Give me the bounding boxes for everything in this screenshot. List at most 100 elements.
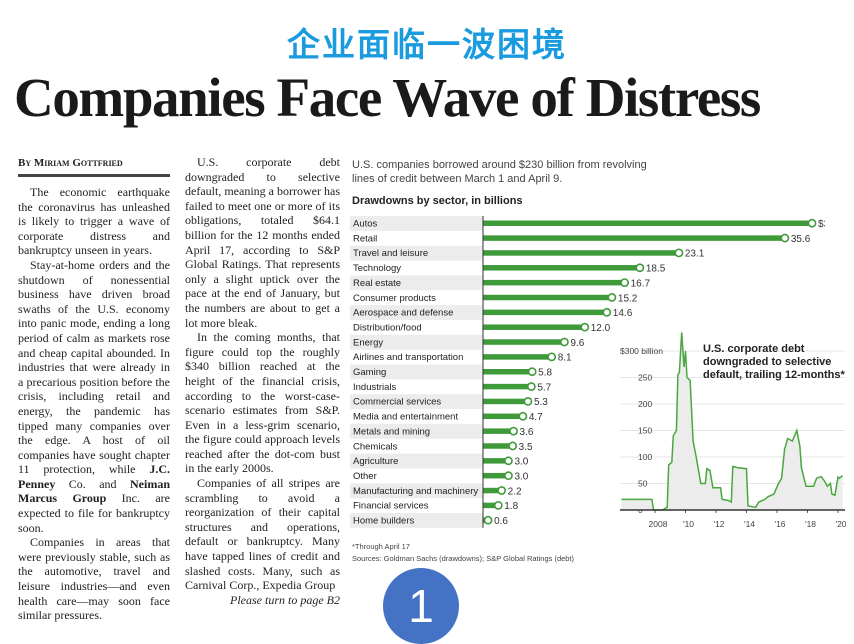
category-label: Airlines and transportation bbox=[353, 352, 463, 363]
text-run: Companies in areas that were previously … bbox=[18, 535, 170, 623]
value-label: 2.2 bbox=[508, 486, 522, 497]
value-label: 3.5 bbox=[519, 442, 533, 453]
category-label: Other bbox=[353, 471, 377, 482]
x-tick-label: '18 bbox=[805, 519, 816, 529]
sources-text: Sources: Goldman Sachs (drawdowns); S&P … bbox=[352, 554, 575, 563]
category-label: Energy bbox=[353, 337, 383, 348]
paragraph: The economic earthquake the coronavirus … bbox=[18, 185, 170, 258]
text-run: Inc. are expected to file for bankruptcy… bbox=[18, 491, 170, 535]
y-tick-label: 250 bbox=[638, 373, 652, 383]
value-label: 18.5 bbox=[646, 264, 666, 275]
category-label: Commercial services bbox=[353, 397, 441, 408]
value-label: 3.6 bbox=[520, 427, 534, 438]
category-label: Financial services bbox=[353, 501, 429, 512]
line-chart-title: U.S. corporate debt downgraded to select… bbox=[703, 343, 845, 381]
bar-end-marker bbox=[602, 307, 612, 317]
value-label: 3.0 bbox=[514, 457, 528, 468]
bar-end-marker bbox=[560, 337, 569, 347]
row-stripe bbox=[350, 483, 483, 499]
bar bbox=[483, 235, 785, 241]
value-label: 35.6 bbox=[791, 234, 811, 245]
value-label: 14.6 bbox=[613, 308, 633, 319]
bar-end-marker bbox=[780, 233, 790, 243]
category-label: Media and entertainment bbox=[353, 412, 458, 423]
value-label: 5.8 bbox=[538, 368, 552, 379]
row-stripe bbox=[350, 423, 483, 439]
row-stripe bbox=[350, 245, 483, 261]
category-label: Consumer products bbox=[353, 293, 436, 304]
bar-end-marker bbox=[674, 248, 684, 258]
row-stripe bbox=[350, 305, 483, 320]
company-name: Neiman Marcus Group bbox=[18, 476, 170, 506]
x-tick-label: '16 bbox=[774, 519, 785, 529]
category-label: Chemicals bbox=[353, 441, 398, 452]
bar-end-marker bbox=[493, 500, 503, 510]
category-label: Travel and leisure bbox=[353, 248, 428, 259]
bar bbox=[483, 458, 509, 464]
chart-footnote: *Through April 17 Sources: Goldman Sachs… bbox=[352, 541, 574, 565]
bar-end-marker bbox=[504, 456, 513, 466]
category-label: Home builders bbox=[353, 516, 414, 527]
value-label: 8.1 bbox=[558, 353, 572, 364]
bar bbox=[483, 250, 679, 256]
bar-end-marker bbox=[580, 322, 590, 332]
row-stripe bbox=[350, 275, 483, 291]
bar bbox=[483, 383, 532, 390]
article-column-2: U.S. corporate debt downgraded to select… bbox=[185, 155, 340, 607]
bar-end-marker bbox=[509, 426, 518, 436]
value-label: 5.3 bbox=[534, 397, 548, 408]
row-stripe bbox=[350, 453, 483, 469]
bar bbox=[483, 487, 502, 494]
number-badge: 1 bbox=[383, 568, 459, 644]
category-label: Retail bbox=[353, 233, 377, 244]
y-tick-label: $300 billion bbox=[620, 346, 663, 356]
text-run: Co. and bbox=[55, 476, 130, 491]
paragraph: Companies of all stripes are scrambling … bbox=[185, 476, 340, 593]
y-tick-label: 50 bbox=[638, 479, 648, 489]
x-tick-label: '14 bbox=[744, 519, 755, 529]
value-label: 12.0 bbox=[591, 323, 611, 334]
line-chart: 050100150200250$300 billion2008'10'12'14… bbox=[620, 332, 847, 529]
category-label: Distribution/food bbox=[353, 322, 422, 333]
value-label: 15.2 bbox=[618, 293, 638, 304]
category-label: Metals and mining bbox=[353, 426, 430, 437]
paragraph: In the coming months, that figure could … bbox=[185, 330, 340, 476]
bar-chart: Autos $38.8 Retail 35.6 Travel and leisure 23… bbox=[350, 216, 825, 528]
value-label: $38.8 bbox=[818, 219, 825, 230]
row-stripe bbox=[350, 364, 483, 380]
category-label: Aerospace and defense bbox=[353, 308, 453, 319]
x-tick-label: '10 bbox=[683, 519, 694, 529]
bar bbox=[483, 369, 533, 375]
bar-end-marker bbox=[527, 367, 537, 377]
byline: By Miriam Gottfried bbox=[18, 157, 170, 177]
bar bbox=[483, 472, 509, 479]
bar bbox=[483, 502, 499, 509]
y-tick-label: 200 bbox=[638, 399, 652, 409]
category-label: Autos bbox=[353, 219, 378, 230]
bar-end-marker bbox=[635, 263, 645, 273]
bar bbox=[483, 413, 523, 420]
footnote-text: *Through April 17 bbox=[352, 542, 410, 551]
bar-end-marker bbox=[483, 515, 493, 525]
y-tick-label: 100 bbox=[638, 452, 652, 462]
bar bbox=[483, 428, 514, 434]
bar bbox=[483, 265, 640, 271]
bar bbox=[483, 294, 612, 301]
bar-end-marker bbox=[547, 352, 557, 362]
value-label: 1.8 bbox=[504, 501, 518, 512]
value-label: 4.7 bbox=[529, 412, 543, 423]
value-label: 9.6 bbox=[570, 338, 584, 349]
bar-end-marker bbox=[518, 411, 528, 421]
article-column-1: The economic earthquake the coronavirus … bbox=[18, 185, 170, 623]
text-run: The economic earthquake the coronavirus … bbox=[18, 185, 170, 258]
bar-end-marker bbox=[508, 441, 518, 451]
bar bbox=[483, 324, 585, 330]
bar bbox=[483, 443, 513, 449]
bar-end-marker bbox=[807, 218, 817, 228]
bar bbox=[483, 220, 813, 226]
chart-intro: U.S. companies borrowed around $230 bill… bbox=[352, 159, 647, 185]
bar-end-marker bbox=[607, 293, 617, 302]
category-label: Gaming bbox=[353, 367, 386, 378]
bar-end-marker bbox=[526, 382, 536, 391]
category-label: Real estate bbox=[353, 278, 401, 289]
